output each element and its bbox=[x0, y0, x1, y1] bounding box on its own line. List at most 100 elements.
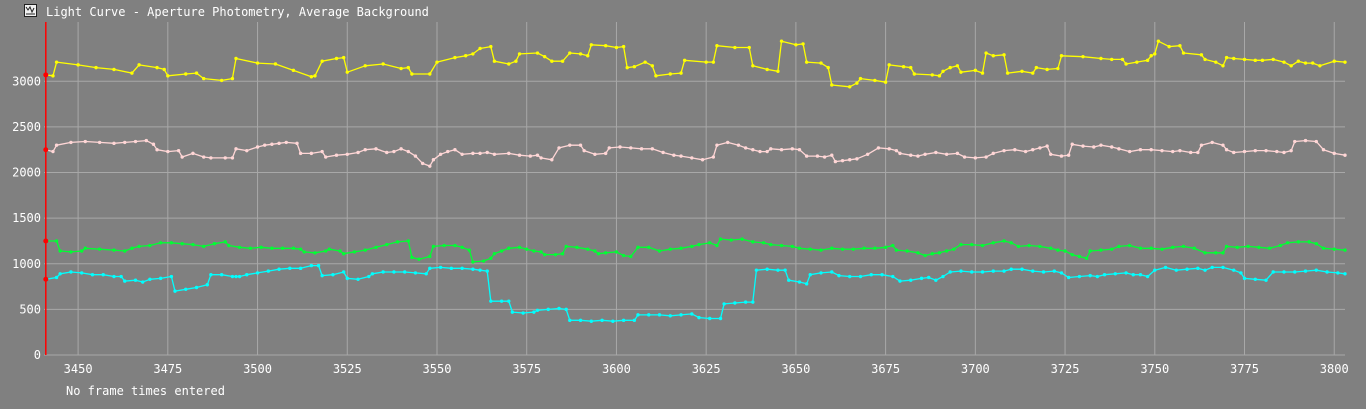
data-point bbox=[202, 76, 206, 81]
data-point bbox=[90, 273, 95, 277]
data-point bbox=[352, 250, 357, 254]
data-point bbox=[162, 67, 166, 72]
data-point bbox=[1196, 266, 1200, 271]
data-point bbox=[309, 151, 314, 156]
data-point bbox=[804, 154, 809, 158]
data-point bbox=[679, 71, 683, 75]
data-point bbox=[733, 301, 737, 305]
data-point bbox=[1070, 142, 1074, 146]
data-point bbox=[298, 266, 303, 271]
data-point bbox=[180, 241, 184, 246]
data-point bbox=[578, 52, 583, 56]
data-point bbox=[876, 146, 881, 150]
data-point bbox=[176, 148, 181, 153]
data-point bbox=[1210, 140, 1214, 145]
data-point bbox=[1275, 149, 1279, 154]
data-point bbox=[406, 65, 410, 70]
data-point bbox=[428, 266, 432, 271]
data-point bbox=[1084, 256, 1089, 260]
data-point bbox=[158, 241, 163, 245]
data-point bbox=[715, 243, 719, 248]
data-point bbox=[873, 78, 877, 83]
data-point bbox=[428, 72, 432, 76]
data-point bbox=[1181, 244, 1186, 249]
data-point bbox=[507, 151, 511, 156]
data-point bbox=[313, 74, 317, 78]
data-point bbox=[1321, 148, 1326, 152]
data-point bbox=[894, 248, 899, 252]
data-point bbox=[1246, 244, 1250, 249]
data-point bbox=[797, 148, 802, 152]
y-tick-label: 0 bbox=[34, 348, 41, 362]
data-point bbox=[284, 140, 288, 145]
axis-labels: 3450 3475 3500 3525 3550 3575 3600 3625 3650 3675… bbox=[12, 74, 1349, 376]
data-point bbox=[679, 313, 683, 317]
data-point bbox=[385, 242, 389, 247]
light-curve-app-icon[interactable] bbox=[24, 4, 37, 17]
data-point bbox=[166, 74, 170, 78]
data-point bbox=[1199, 143, 1204, 147]
data-point bbox=[970, 270, 974, 274]
data-point bbox=[97, 247, 102, 251]
data-point bbox=[930, 252, 934, 256]
data-point bbox=[650, 147, 655, 151]
x-tick-label: 3475 bbox=[153, 362, 182, 376]
data-point bbox=[916, 251, 920, 255]
data-point bbox=[453, 148, 457, 152]
data-point bbox=[1203, 57, 1207, 62]
data-point bbox=[980, 243, 985, 248]
frame-cursor[interactable] bbox=[43, 22, 49, 355]
data-point bbox=[517, 153, 522, 157]
data-point bbox=[1343, 248, 1347, 252]
data-point bbox=[1052, 269, 1056, 273]
data-point bbox=[385, 150, 389, 155]
data-point bbox=[1214, 60, 1218, 64]
data-point bbox=[589, 43, 594, 47]
data-point bbox=[955, 64, 960, 68]
data-point bbox=[223, 240, 227, 244]
data-point bbox=[406, 239, 410, 243]
x-tick-label: 3575 bbox=[512, 362, 541, 376]
data-point bbox=[255, 61, 260, 65]
data-point bbox=[460, 245, 464, 250]
data-point bbox=[1099, 56, 1103, 61]
data-point bbox=[754, 268, 759, 272]
data-point bbox=[58, 249, 62, 253]
data-point bbox=[69, 270, 73, 274]
data-point bbox=[184, 287, 188, 292]
data-point bbox=[123, 279, 127, 283]
data-point bbox=[618, 145, 622, 149]
data-point bbox=[776, 69, 780, 73]
data-point bbox=[603, 44, 608, 48]
data-point bbox=[858, 76, 863, 81]
frame-times-note: No frame times entered bbox=[66, 384, 225, 398]
data-point bbox=[769, 147, 773, 151]
x-tick-label: 3700 bbox=[961, 362, 990, 376]
y-tick-label: 1000 bbox=[12, 257, 41, 271]
data-point bbox=[909, 65, 913, 70]
data-point bbox=[679, 154, 683, 158]
data-point bbox=[54, 60, 59, 64]
light-curve-chart[interactable]: 3450 3475 3500 3525 3550 3575 3600 3625 3650 3675… bbox=[0, 22, 1366, 382]
data-point bbox=[1034, 65, 1039, 70]
data-point bbox=[743, 300, 748, 304]
data-point bbox=[751, 240, 755, 244]
data-point bbox=[194, 71, 199, 75]
data-point bbox=[654, 74, 658, 78]
data-point bbox=[819, 61, 823, 65]
data-point bbox=[736, 143, 741, 147]
data-point bbox=[413, 271, 418, 275]
data-point bbox=[959, 242, 963, 247]
data-point bbox=[822, 155, 827, 159]
data-point bbox=[230, 274, 235, 279]
series-line-1 bbox=[45, 40, 1346, 88]
data-point bbox=[499, 249, 504, 253]
data-point bbox=[69, 140, 73, 145]
data-point bbox=[453, 243, 457, 248]
data-point bbox=[413, 154, 418, 158]
cursor-marker bbox=[43, 276, 49, 282]
data-point bbox=[1257, 245, 1261, 250]
data-point bbox=[381, 62, 385, 66]
cursor-marker bbox=[43, 72, 49, 78]
data-point bbox=[1002, 53, 1006, 57]
